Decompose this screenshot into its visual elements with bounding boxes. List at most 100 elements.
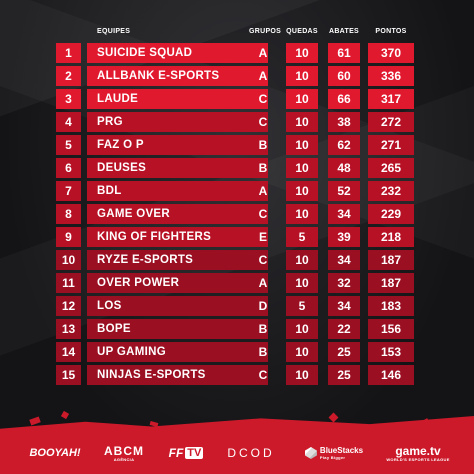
sponsor-booyah-logo: BOOYAH! [29, 447, 81, 459]
team-name-cell: BOPE [87, 319, 268, 339]
abates-cell: 34 [328, 204, 360, 224]
pontos-cell: 218 [368, 227, 414, 247]
table-row: 7 BDL A 10 52 232 [56, 181, 418, 201]
team-name-cell: KING OF FIGHTERS [87, 227, 268, 247]
group-cell: B [258, 322, 268, 336]
abates-cell: 25 [328, 342, 360, 362]
table-row: 13 BOPE B 10 22 156 [56, 319, 418, 339]
header-abates: ABATES [328, 28, 360, 35]
quedas-cell: 5 [286, 296, 318, 316]
rank-cell: 6 [56, 158, 81, 178]
quedas-cell: 10 [286, 204, 318, 224]
group-cell: B [258, 345, 268, 359]
header-equipes: EQUIPES [97, 28, 131, 35]
rank-cell: 2 [56, 66, 81, 86]
group-cell: A [258, 69, 268, 83]
abates-cell: 62 [328, 135, 360, 155]
abates-cell: 60 [328, 66, 360, 86]
table-row: 10 RYZE E-SPORTS C 10 34 187 [56, 250, 418, 270]
rank-cell: 1 [56, 43, 81, 63]
group-cell: A [258, 276, 268, 290]
group-cell: B [258, 138, 268, 152]
sponsor-bluestacks-logo: BlueStacks Play Bigger [298, 442, 370, 464]
pontos-cell: 156 [368, 319, 414, 339]
pontos-cell: 229 [368, 204, 414, 224]
group-cell: C [258, 115, 268, 129]
team-name-cell: UP GAMING [87, 342, 268, 362]
rank-cell: 5 [56, 135, 81, 155]
group-cell: E [258, 230, 267, 244]
pontos-cell: 271 [368, 135, 414, 155]
pontos-cell: 336 [368, 66, 414, 86]
pontos-cell: 146 [368, 365, 414, 385]
pontos-cell: 232 [368, 181, 414, 201]
quedas-cell: 10 [286, 43, 318, 63]
quedas-cell: 10 [286, 250, 318, 270]
abates-cell: 66 [328, 89, 360, 109]
group-cell: A [258, 184, 268, 198]
pontos-cell: 272 [368, 112, 414, 132]
abates-cell: 25 [328, 365, 360, 385]
quedas-cell: 10 [286, 342, 318, 362]
table-row: 9 KING OF FIGHTERS E 5 39 218 [56, 227, 418, 247]
table-row: 4 PRG C 10 38 272 [56, 112, 418, 132]
rank-cell: 10 [56, 250, 81, 270]
abates-cell: 38 [328, 112, 360, 132]
rank-cell: 13 [56, 319, 81, 339]
group-cell: C [258, 368, 268, 382]
quedas-cell: 10 [286, 66, 318, 86]
abates-cell: 34 [328, 296, 360, 316]
abates-cell: 39 [328, 227, 360, 247]
table-row: 2 ALLBANK E-SPORTS A 10 60 336 [56, 66, 418, 86]
rank-cell: 3 [56, 89, 81, 109]
pontos-cell: 265 [368, 158, 414, 178]
team-name-cell: RYZE E-SPORTS [87, 250, 268, 270]
pontos-cell: 370 [368, 43, 414, 63]
rank-cell: 12 [56, 296, 81, 316]
table-row: 14 UP GAMING B 10 25 153 [56, 342, 418, 362]
team-name-cell: ALLBANK E-SPORTS [87, 66, 268, 86]
sponsor-bar: BOOYAH! ABCM AGÊNCIA FF TV DCOD BlueStac… [0, 442, 474, 464]
team-name-cell: GAME OVER [87, 204, 268, 224]
header-grupos: GRUPOS [249, 28, 282, 35]
abates-cell: 32 [328, 273, 360, 293]
group-cell: B [258, 161, 268, 175]
rank-cell: 14 [56, 342, 81, 362]
quedas-cell: 5 [286, 227, 318, 247]
rank-cell: 8 [56, 204, 81, 224]
quedas-cell: 10 [286, 112, 318, 132]
sponsor-dcod-logo: DCOD [227, 446, 275, 460]
table-header: EQUIPES GRUPOS QUEDAS ABATES PONTOS [56, 28, 418, 40]
quedas-cell: 10 [286, 158, 318, 178]
header-quedas: QUEDAS [286, 28, 318, 35]
table-row: 11 OVER POWER A 10 32 187 [56, 273, 418, 293]
group-cell: C [258, 92, 268, 106]
rank-cell: 9 [56, 227, 81, 247]
team-name-cell: LOS [87, 296, 268, 316]
rank-cell: 4 [56, 112, 81, 132]
pontos-cell: 153 [368, 342, 414, 362]
group-cell: C [258, 207, 268, 221]
group-cell: C [258, 253, 268, 267]
header-pontos: PONTOS [375, 28, 407, 35]
group-cell: A [258, 46, 268, 60]
pontos-cell: 317 [368, 89, 414, 109]
table-row: 1 SUICIDE SQUAD A 10 61 370 [56, 43, 418, 63]
team-name-cell: NINJAS E-SPORTS [87, 365, 268, 385]
sponsor-fftv-logo: FF TV [168, 446, 204, 460]
abates-cell: 22 [328, 319, 360, 339]
quedas-cell: 10 [286, 319, 318, 339]
table-row: 3 LAUDE C 10 66 317 [56, 89, 418, 109]
pontos-cell: 187 [368, 273, 414, 293]
rank-cell: 11 [56, 273, 81, 293]
team-name-cell: PRG [87, 112, 268, 132]
table-row: 6 DEUSES B 10 48 265 [56, 158, 418, 178]
footer-band [0, 416, 474, 474]
abates-cell: 52 [328, 181, 360, 201]
table-row: 5 FAZ O P B 10 62 271 [56, 135, 418, 155]
team-name-cell: BDL [87, 181, 268, 201]
quedas-cell: 10 [286, 135, 318, 155]
team-name-cell: DEUSES [87, 158, 268, 178]
quedas-cell: 10 [286, 273, 318, 293]
rank-cell: 7 [56, 181, 81, 201]
